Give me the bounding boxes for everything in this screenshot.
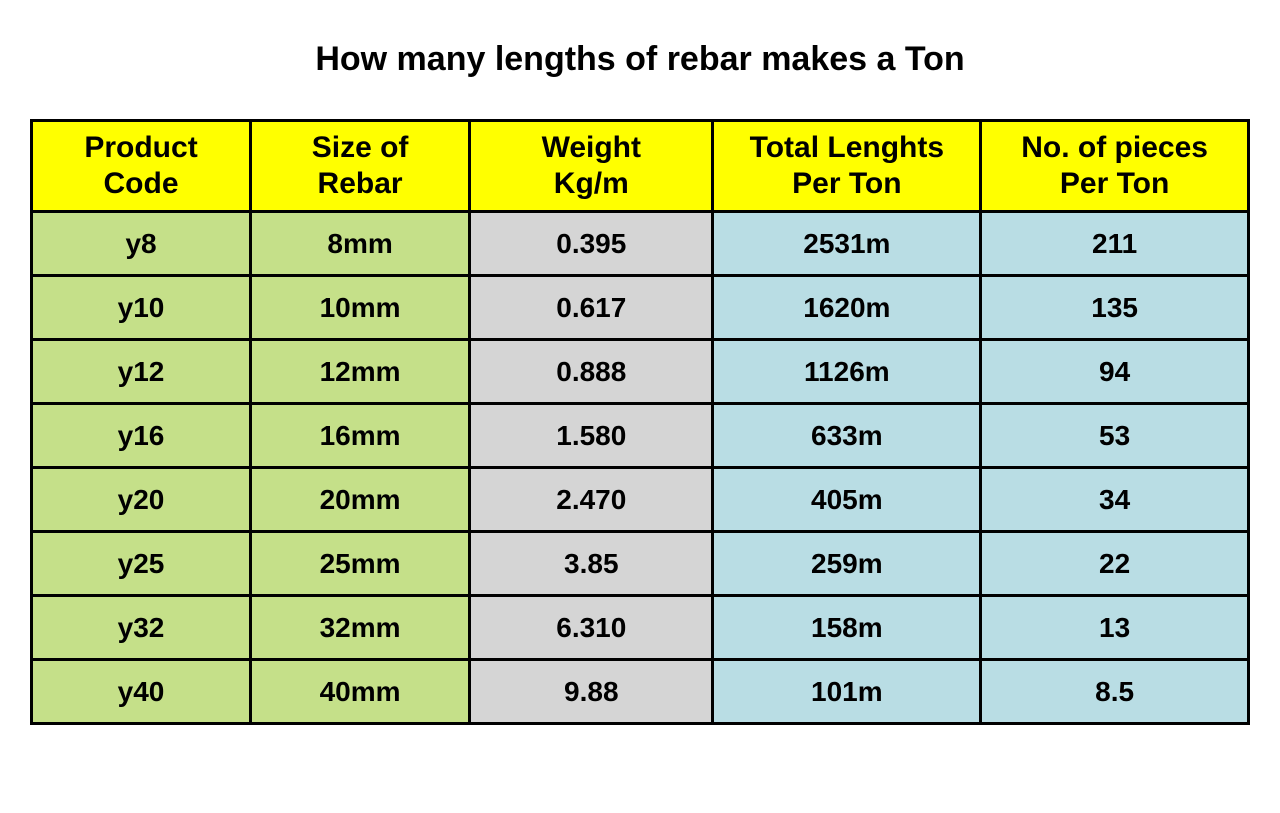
header-product-code: Product Code xyxy=(32,121,251,212)
cell-product_code: y32 xyxy=(32,596,251,660)
cell-pieces: 13 xyxy=(981,596,1249,660)
cell-pieces: 135 xyxy=(981,276,1249,340)
cell-size: 12mm xyxy=(251,340,470,404)
header-label: Rebar xyxy=(318,167,403,200)
cell-pieces: 211 xyxy=(981,212,1249,276)
cell-weight: 0.617 xyxy=(470,276,713,340)
table-row: y1212mm0.8881126m94 xyxy=(32,340,1249,404)
header-label: Per Ton xyxy=(792,167,901,200)
header-pieces: No. of pieces Per Ton xyxy=(981,121,1249,212)
table-row: y1010mm0.6171620m135 xyxy=(32,276,1249,340)
cell-product_code: y20 xyxy=(32,468,251,532)
header-label: Weight xyxy=(542,131,641,164)
cell-total_lengths: 158m xyxy=(713,596,981,660)
header-weight: Weight Kg/m xyxy=(470,121,713,212)
cell-weight: 2.470 xyxy=(470,468,713,532)
cell-weight: 3.85 xyxy=(470,532,713,596)
cell-total_lengths: 1126m xyxy=(713,340,981,404)
header-label: Per Ton xyxy=(1060,167,1169,200)
cell-product_code: y12 xyxy=(32,340,251,404)
header-label: Size of xyxy=(312,131,409,164)
table-header-row: Product Code Size of Rebar Weight Kg/m T… xyxy=(32,121,1249,212)
cell-product_code: y16 xyxy=(32,404,251,468)
cell-size: 25mm xyxy=(251,532,470,596)
cell-total_lengths: 2531m xyxy=(713,212,981,276)
header-label: Product xyxy=(84,131,197,164)
cell-total_lengths: 405m xyxy=(713,468,981,532)
header-total-lengths: Total Lenghts Per Ton xyxy=(713,121,981,212)
header-label: Kg/m xyxy=(554,167,629,200)
cell-size: 20mm xyxy=(251,468,470,532)
header-label: Total Lenghts xyxy=(750,131,944,164)
cell-total_lengths: 633m xyxy=(713,404,981,468)
page-title: How many lengths of rebar makes a Ton xyxy=(30,40,1250,79)
cell-weight: 9.88 xyxy=(470,660,713,724)
cell-size: 8mm xyxy=(251,212,470,276)
cell-pieces: 94 xyxy=(981,340,1249,404)
cell-pieces: 8.5 xyxy=(981,660,1249,724)
table-row: y1616mm1.580633m53 xyxy=(32,404,1249,468)
cell-weight: 1.580 xyxy=(470,404,713,468)
header-size: Size of Rebar xyxy=(251,121,470,212)
header-label: No. of pieces xyxy=(1021,131,1208,164)
table-row: y88mm0.3952531m211 xyxy=(32,212,1249,276)
cell-weight: 0.395 xyxy=(470,212,713,276)
cell-total_lengths: 259m xyxy=(713,532,981,596)
cell-product_code: y40 xyxy=(32,660,251,724)
table-row: y3232mm6.310158m13 xyxy=(32,596,1249,660)
cell-product_code: y10 xyxy=(32,276,251,340)
header-label: Code xyxy=(104,167,179,200)
cell-size: 40mm xyxy=(251,660,470,724)
cell-pieces: 53 xyxy=(981,404,1249,468)
rebar-table: Product Code Size of Rebar Weight Kg/m T… xyxy=(30,119,1250,725)
table-row: y2020mm2.470405m34 xyxy=(32,468,1249,532)
table-row: y2525mm3.85259m22 xyxy=(32,532,1249,596)
cell-total_lengths: 1620m xyxy=(713,276,981,340)
cell-size: 16mm xyxy=(251,404,470,468)
cell-product_code: y8 xyxy=(32,212,251,276)
cell-pieces: 34 xyxy=(981,468,1249,532)
cell-weight: 0.888 xyxy=(470,340,713,404)
cell-product_code: y25 xyxy=(32,532,251,596)
cell-size: 10mm xyxy=(251,276,470,340)
cell-weight: 6.310 xyxy=(470,596,713,660)
cell-pieces: 22 xyxy=(981,532,1249,596)
cell-total_lengths: 101m xyxy=(713,660,981,724)
table-row: y4040mm9.88101m8.5 xyxy=(32,660,1249,724)
cell-size: 32mm xyxy=(251,596,470,660)
